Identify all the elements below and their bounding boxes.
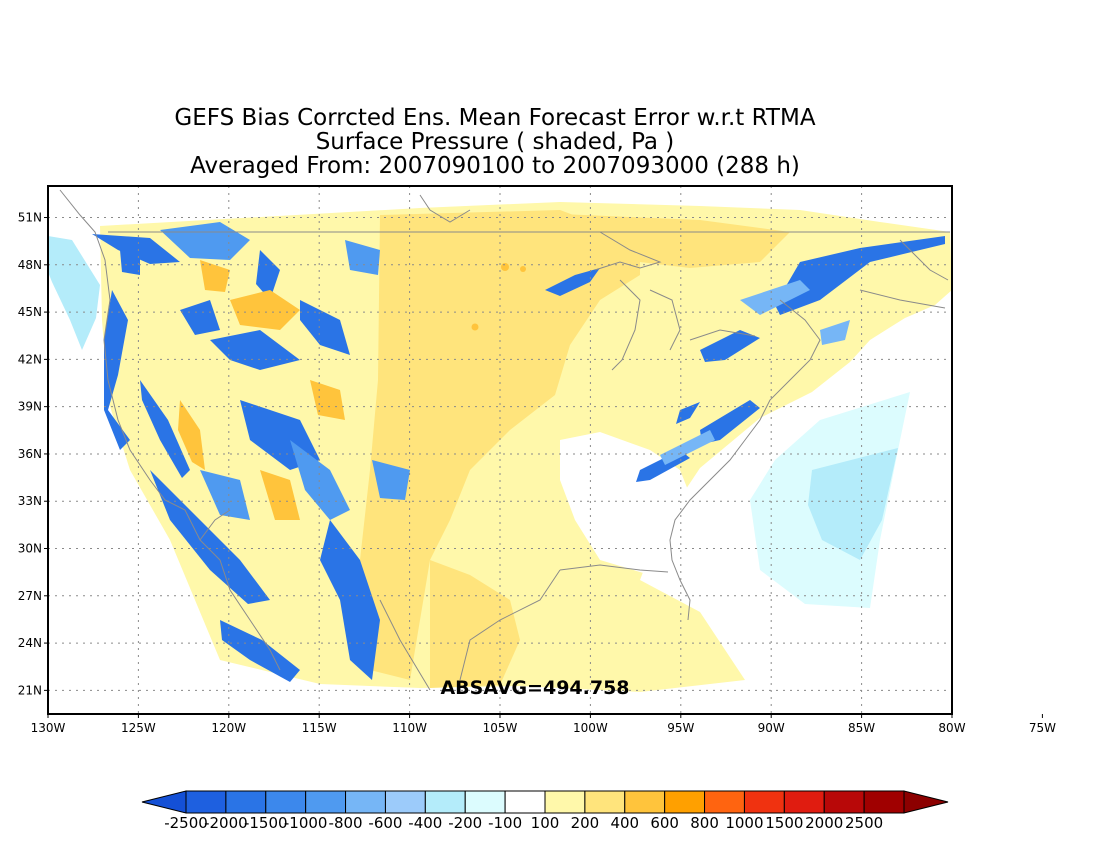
lon-tick-label: 85W xyxy=(848,721,875,735)
lon-tick-label: 90W xyxy=(758,721,785,735)
colorbar-label: -400 xyxy=(408,814,442,832)
latitude-labels: 21N 24N 27N 30N 33N 36N 39N 42N 45N 48N 51N xyxy=(18,211,48,697)
lat-tick-label: 27N xyxy=(18,589,42,603)
colorbar-label: 2500 xyxy=(845,814,883,832)
absavg-annotation: ABSAVG=494.758 xyxy=(440,677,629,699)
colorbar-label: -1500 xyxy=(244,814,288,832)
lat-tick-label: 48N xyxy=(18,258,42,272)
colorbar-label: -200 xyxy=(448,814,482,832)
lon-tick-label: 120W xyxy=(211,721,246,735)
colorbar-swatch xyxy=(783,790,825,814)
lon-tick-label: 130W xyxy=(31,721,66,735)
texas-field-orange xyxy=(430,560,520,688)
colorbar-extend-high xyxy=(903,790,949,814)
colorbar-extend-low xyxy=(141,790,187,814)
colorbar-swatch xyxy=(265,790,307,814)
colorbar-swatch xyxy=(863,790,905,814)
lat-tick-label: 33N xyxy=(18,494,42,508)
colorbar-label: 200 xyxy=(571,814,600,832)
lon-tick-label: 80W xyxy=(938,721,965,735)
lon-tick-label: 115W xyxy=(302,721,337,735)
canada-field-orange xyxy=(560,214,790,268)
colorbar-swatch xyxy=(544,790,586,814)
colorbar-swatch xyxy=(424,790,466,814)
colorbar-swatch xyxy=(305,790,347,814)
title-line-1: GEFS Bias Corrcted Ens. Mean Forecast Er… xyxy=(174,105,815,131)
colorbar-swatch xyxy=(664,790,706,814)
colorbar-swatch xyxy=(464,790,506,814)
colorbar-label: 400 xyxy=(610,814,639,832)
colorbar-swatch xyxy=(704,790,745,814)
colorbar-label: -800 xyxy=(329,814,363,832)
lon-tick-label: 95W xyxy=(667,721,694,735)
title-line-2: Surface Pressure ( shaded, Pa ) xyxy=(316,129,675,155)
colorbar-swatch xyxy=(225,790,267,814)
colorbar-label: -2000 xyxy=(204,814,248,832)
lat-tick-label: 45N xyxy=(18,305,42,319)
title-line-3: Averaged From: 2007090100 to 2007093000 … xyxy=(190,153,800,179)
lat-tick-label: 24N xyxy=(18,636,42,650)
colorbar-label: 1000 xyxy=(725,814,763,832)
colorbar-swatch xyxy=(185,790,227,814)
map-area xyxy=(48,186,952,714)
colorbar-swatch xyxy=(743,790,785,814)
lat-tick-label: 21N xyxy=(18,683,42,697)
western-positive-errors xyxy=(178,260,345,520)
colorbar-label: 2000 xyxy=(805,814,843,832)
colorbar-label: 800 xyxy=(690,814,719,832)
colorbar-swatch xyxy=(504,790,546,814)
lat-tick-label: 36N xyxy=(18,447,42,461)
lon-tick-label: 100W xyxy=(573,721,608,735)
lon-tick-label: 75W xyxy=(1029,721,1056,735)
colorbar-label: 100 xyxy=(531,814,560,832)
western-negative-errors xyxy=(92,234,380,682)
longitude-labels: 130W 125W 120W 115W 110W 105W 100W 95W 90W 85W 80W… xyxy=(31,714,1056,735)
colorbar-label: -1000 xyxy=(284,814,328,832)
colorbar-label: -600 xyxy=(368,814,402,832)
appalachian-negative-light xyxy=(660,280,850,465)
colorbar: -2500-2000-1500-1000 -800 -600 -400 -200 -100… xyxy=(141,790,949,832)
colorbar-label: -2500 xyxy=(164,814,208,832)
colorbar-swatch xyxy=(823,790,865,814)
colorbar-label: -100 xyxy=(488,814,522,832)
colorbar-swatch xyxy=(624,790,666,814)
lon-tick-label: 105W xyxy=(483,721,518,735)
colorbar-label: 1500 xyxy=(765,814,803,832)
colorbar-label: 600 xyxy=(650,814,679,832)
colorbar-swatch xyxy=(345,790,386,814)
lat-tick-label: 39N xyxy=(18,400,42,414)
lat-tick-label: 42N xyxy=(18,352,42,366)
colorbar-swatch xyxy=(384,790,426,814)
coastlines xyxy=(59,189,950,691)
atlantic-cyan-core xyxy=(808,448,898,560)
lon-tick-label: 125W xyxy=(121,721,156,735)
lat-tick-label: 51N xyxy=(18,211,42,225)
colorbar-swatch xyxy=(584,790,626,814)
lat-tick-label: 30N xyxy=(18,542,42,556)
plains-field-orange xyxy=(360,210,640,680)
lon-tick-label: 110W xyxy=(392,721,427,735)
pacific-cyan-patch xyxy=(48,236,100,350)
